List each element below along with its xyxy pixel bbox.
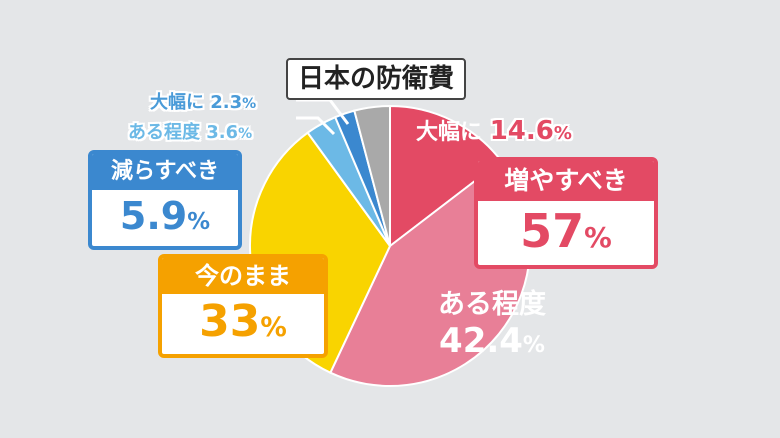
chart-title: 日本の防衛費 xyxy=(286,58,467,100)
increase-group-label: 増やすべき xyxy=(478,161,654,201)
slice-label-decrease-some: ある程度 3.6% xyxy=(128,122,253,143)
pie-slice-5 xyxy=(353,104,391,247)
increase-group-box: 増やすべき 57% xyxy=(474,157,658,269)
leader-line-decrease-large xyxy=(296,98,350,125)
same-group-label: 今のまま xyxy=(162,258,324,294)
slice-label-increase-some-value: 42.4% xyxy=(439,321,545,361)
slice-label-increase-some-name: ある程度 xyxy=(438,289,546,320)
same-group-box: 今のまま 33% xyxy=(158,254,328,358)
slice-label-decrease-large: 大幅に 2.3% xyxy=(150,92,257,113)
same-group-value: 33% xyxy=(199,296,287,347)
leader-line-decrease-some xyxy=(296,116,336,136)
decrease-group-label: 減らすべき xyxy=(92,154,238,190)
pie-slice-0 xyxy=(389,104,503,249)
increase-group-value: 57% xyxy=(520,204,612,258)
slice-label-increase-some: ある程度 42.4% xyxy=(438,282,546,361)
decrease-group-value: 5.9% xyxy=(119,194,211,238)
slice-label-increase-large: 大幅に 14.6% xyxy=(416,116,572,146)
decrease-group-box: 減らすべき 5.9% xyxy=(88,150,242,250)
